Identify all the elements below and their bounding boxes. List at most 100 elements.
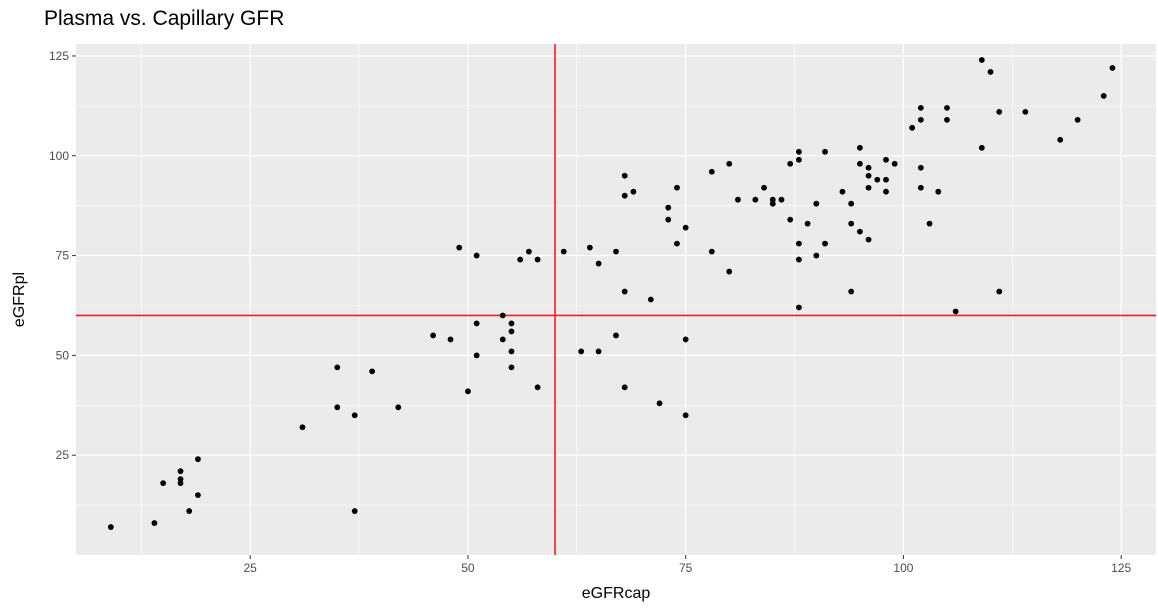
- data-point: [621, 288, 628, 295]
- data-point: [195, 456, 201, 463]
- data-point: [796, 256, 802, 263]
- data-point: [674, 240, 680, 247]
- data-point: [595, 260, 602, 267]
- data-point: [334, 364, 341, 371]
- data-point: [621, 172, 628, 179]
- data-point: [708, 248, 715, 255]
- y-tick-label: 50: [56, 348, 70, 362]
- data-point: [726, 160, 733, 167]
- data-point: [369, 368, 376, 375]
- data-point: [682, 336, 689, 343]
- data-point: [917, 164, 924, 171]
- data-point: [499, 336, 506, 343]
- data-point: [796, 304, 802, 311]
- data-point: [769, 196, 776, 203]
- data-point: [856, 160, 863, 167]
- data-point: [926, 220, 933, 227]
- data-point: [351, 412, 358, 419]
- data-point: [891, 160, 898, 167]
- data-point: [987, 69, 994, 75]
- data-point: [978, 57, 985, 63]
- data-point: [804, 220, 811, 227]
- data-point: [195, 492, 201, 499]
- data-point: [735, 196, 741, 203]
- chart-title: Plasma vs. Capillary GFR: [44, 7, 285, 30]
- y-tick-label: 100: [49, 149, 69, 163]
- data-point: [726, 268, 733, 275]
- data-point: [186, 508, 193, 514]
- data-point: [395, 404, 402, 411]
- x-tick-label: 75: [679, 561, 693, 575]
- data-point: [883, 176, 889, 183]
- data-point: [909, 124, 916, 131]
- data-point: [996, 288, 1003, 295]
- data-point: [526, 248, 532, 255]
- data-point: [465, 388, 471, 395]
- data-point: [1100, 92, 1107, 99]
- data-point: [656, 400, 663, 407]
- data-point: [996, 108, 1003, 115]
- data-point: [865, 172, 872, 179]
- data-point: [978, 144, 985, 151]
- data-point: [473, 352, 480, 359]
- major-gridlines: [76, 44, 1156, 555]
- data-point: [595, 348, 602, 355]
- data-point: [856, 228, 863, 235]
- data-point: [508, 320, 515, 327]
- data-point: [865, 184, 872, 191]
- data-point: [299, 424, 306, 431]
- axes: 25 50 75 100 125 25 50 75 100 125: [49, 49, 1132, 575]
- data-point: [499, 312, 506, 319]
- y-tick-label: 25: [56, 448, 70, 462]
- data-point: [613, 248, 619, 255]
- data-point: [944, 116, 950, 123]
- data-point: [944, 104, 950, 111]
- data-point: [107, 524, 114, 530]
- data-point: [1109, 65, 1116, 71]
- data-point: [796, 148, 802, 155]
- data-point: [761, 184, 767, 191]
- data-point: [682, 224, 689, 231]
- data-point: [1057, 136, 1064, 143]
- data-point: [665, 216, 672, 223]
- data-point: [787, 160, 794, 167]
- data-point: [473, 252, 480, 259]
- data-point: [456, 244, 463, 251]
- data-point: [839, 188, 846, 195]
- data-point: [151, 520, 158, 526]
- data-point: [508, 328, 515, 335]
- data-point: [674, 184, 680, 191]
- data-point: [822, 240, 828, 247]
- data-point: [865, 236, 872, 243]
- data-point: [822, 148, 828, 155]
- data-point: [430, 332, 436, 339]
- data-point: [796, 156, 802, 163]
- data-point: [917, 116, 924, 123]
- data-point: [534, 256, 541, 263]
- data-point: [883, 156, 889, 163]
- data-point: [160, 480, 166, 487]
- plot-panel: [76, 44, 1156, 555]
- data-point: [586, 244, 593, 251]
- data-point: [630, 188, 637, 195]
- data-point: [848, 200, 855, 207]
- data-points: [107, 57, 1116, 530]
- data-point: [778, 196, 785, 203]
- data-point: [1022, 108, 1029, 115]
- data-point: [787, 216, 794, 223]
- y-axis-title: eGFRpl: [11, 272, 28, 327]
- data-point: [534, 384, 541, 391]
- data-point: [935, 188, 942, 195]
- data-point: [560, 248, 567, 255]
- data-point: [508, 364, 515, 371]
- data-point: [874, 176, 881, 183]
- data-point: [334, 404, 341, 411]
- data-point: [621, 192, 628, 199]
- data-point: [813, 252, 820, 259]
- data-point: [351, 508, 358, 514]
- data-point: [682, 412, 689, 419]
- data-point: [517, 256, 524, 263]
- data-point: [848, 220, 855, 227]
- data-point: [865, 164, 872, 171]
- data-point: [613, 332, 619, 339]
